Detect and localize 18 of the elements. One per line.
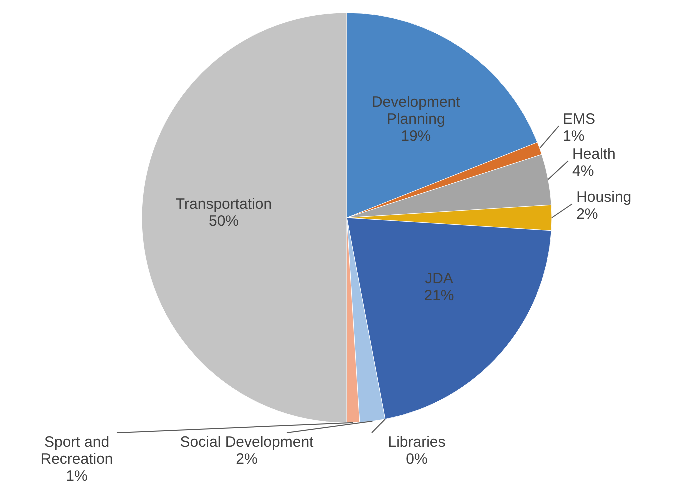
slice-label: Sport and Recreation: [40, 434, 114, 468]
data-label: 21%: [424, 288, 454, 305]
data-label: 2%: [576, 206, 598, 223]
slice-label: Transportation: [176, 196, 272, 213]
slice-label: Health: [572, 146, 616, 163]
slice-label: Housing: [576, 189, 632, 206]
slice-label: Social Development: [180, 434, 315, 451]
data-label: 1%: [563, 128, 585, 146]
data-label: 50%: [208, 213, 240, 230]
slice-label: Development Planning: [372, 94, 462, 128]
slice-label: JDA: [425, 270, 454, 288]
data-label: 4%: [572, 162, 594, 180]
data-label: 19%: [401, 128, 432, 145]
data-label: 1%: [66, 468, 88, 485]
data-label: 2%: [236, 451, 258, 468]
text: 0%: [406, 451, 428, 468]
legend-label: Libraries: [388, 434, 446, 451]
slice-label: EMS: [563, 111, 596, 128]
